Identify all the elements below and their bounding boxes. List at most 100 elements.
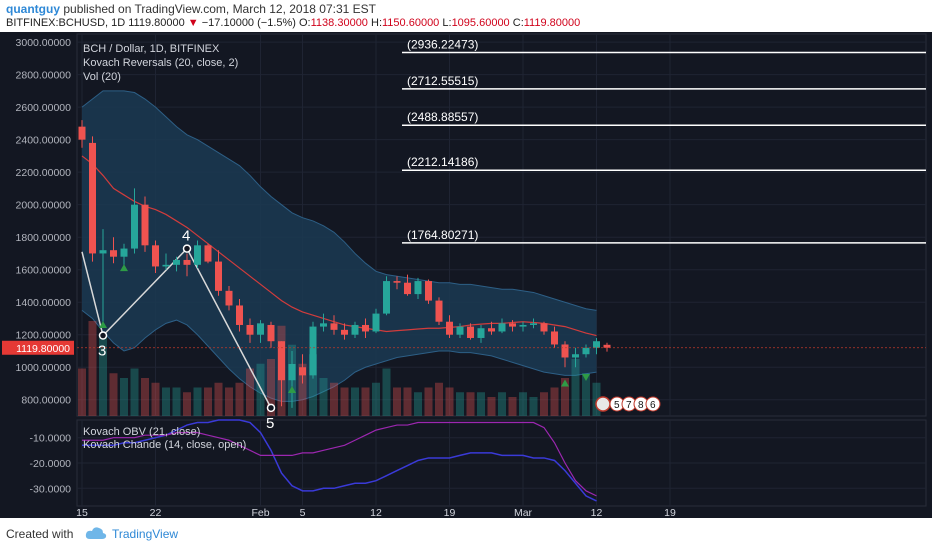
reversal-up-triangle [288,385,296,393]
volume-bar [309,354,317,416]
zigzag-line [81,247,272,409]
ohlc-line: BITFINEX:BCHUSD, 1D 1119.80000 ▼ −17.100… [6,17,580,29]
volume-bar [382,368,391,416]
chart-area[interactable]: (2936.22473) (2712.55515) (2488.88557) (221… [0,32,932,519]
date-tick-label: 22 [150,507,162,518]
candle-body [393,281,401,283]
symbol-label: BITFINEX:BCHUSD, 1D [6,17,126,29]
candle-body [572,354,579,358]
candle-body [110,250,117,257]
price-tick-label: 1400.00000 [16,297,72,309]
candle-body [267,324,275,342]
close-value: 1119.80000 [523,17,581,29]
date-tick-label: 19 [444,507,456,518]
price-tick-label: 2400.00000 [16,135,72,147]
price-tick-label: 1800.00000 [16,232,72,244]
candle-body [425,281,432,301]
price-tick-label: 800.00000 [21,395,71,407]
volume-bar [193,387,202,416]
indicator-tick-label: -10.0000 [30,433,72,445]
target-level-label: (2488.88557) [407,110,478,124]
volume-bar [487,397,496,416]
volume-bar [403,387,412,416]
price-tick-label: 1600.00000 [16,265,72,277]
volume-bar [393,387,401,416]
price-tick-label: 2800.00000 [16,70,72,82]
volume-bar [99,335,107,416]
chande-line [82,421,597,497]
tradingview-link[interactable]: TradingView [112,527,179,541]
candle-body [309,326,317,376]
pivot-marker [98,331,108,340]
event-badge [645,396,661,412]
reversal-up-triangle [99,320,107,328]
legend-title: BCH / Dollar, 1D, BITFINEX [83,43,220,55]
target-level-label: (2936.22473) [407,37,478,51]
us-flag-icon [595,396,611,412]
publish-line: quantguy published on TradingView.com, M… [6,2,376,16]
candle-body [414,281,422,295]
reversal-up-triangle [561,379,569,387]
volume-bar [204,387,212,416]
candle-body [89,142,96,254]
volume-bar [477,392,485,416]
down-arrow-icon: ▼ [187,17,199,29]
open-value: 1138.30000 [310,17,368,29]
publish-info: published on TradingView.com, March 12, … [63,2,376,16]
volume-bar [330,382,338,416]
date-tick-label: 5 [300,507,306,518]
price-tick-label: 3000.00000 [16,37,72,49]
legend-obv: Kovach OBV (21, close) [83,426,200,438]
candle-body [152,245,159,267]
volume-bar [414,392,422,416]
candle-body [215,261,222,291]
volume-bar [424,387,433,416]
candle-body [519,324,527,327]
author-link[interactable]: quantguy [6,2,60,16]
volume-bar [267,359,275,416]
candle-body [162,264,170,267]
legend-study-reversals: Kovach Reversals (20, close, 2) [83,57,238,69]
target-level-label: (1764.80271) [407,228,478,242]
volume-bar [162,387,170,416]
price-tick-label: 2000.00000 [16,200,72,212]
volume-bar [445,387,454,416]
reversal-up-triangle [120,264,128,272]
volume-bar [88,321,97,416]
price-tick-label: 1200.00000 [16,330,72,342]
candle-body [246,324,254,335]
pivot-label: 5 [266,415,274,432]
footer: Created with TradingView [0,518,932,550]
candle-body [561,344,569,358]
volume-bar [592,382,601,416]
candle-body [498,323,506,332]
candle-body [582,347,590,355]
volume-bar [498,392,506,416]
price-pane [76,33,927,417]
candle-body [173,259,180,265]
candle-body [131,204,138,249]
band-lower-line [81,309,597,402]
candle-body [183,259,191,265]
legend-study-volume: Vol (20) [83,71,121,83]
event-badge-label: 8 [638,400,644,411]
candle-body [341,329,348,335]
date-tick-label: 12 [591,507,603,518]
date-tick-label: 12 [370,507,382,518]
volume-bar [550,387,559,416]
volume-bar [298,363,307,416]
candle-body [278,341,285,381]
pivot-label: 3 [98,343,106,360]
volume-bar [183,392,191,416]
tradingview-cloud-icon [85,527,107,539]
volume-bar [435,382,443,416]
price-tick-label: 1000.00000 [16,362,72,374]
volume-bar [466,392,475,416]
volume-bar [372,382,380,416]
candle-body [225,290,233,306]
volume-bar [582,373,590,416]
last-price: 1119.80000 [128,17,185,29]
candle-body [446,321,453,335]
candle-body [467,326,474,338]
price-chart-svg[interactable]: (2936.22473) (2712.55515) (2488.88557) (221… [0,32,932,519]
